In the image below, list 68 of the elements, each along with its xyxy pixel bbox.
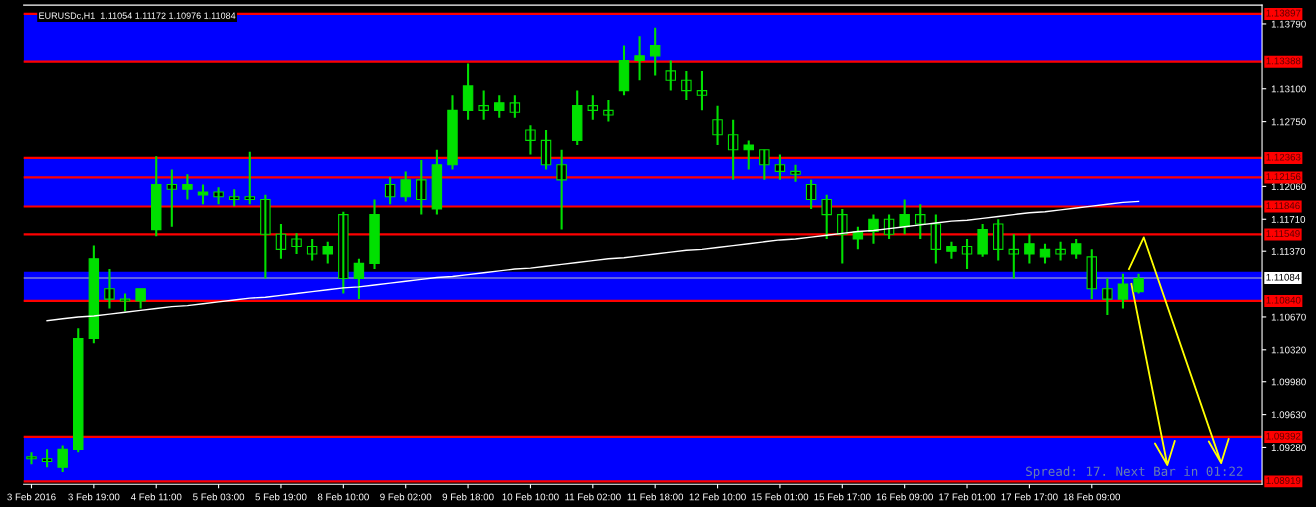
x-tick-label: 10 Feb 10:00 [502, 493, 559, 501]
x-tick-label: 4 Feb 11:00 [130, 493, 182, 501]
candlestick [135, 287, 146, 310]
line-series [46, 200, 1140, 322]
candlestick [587, 94, 599, 121]
x-tick-label: 17 Feb 01:00 [939, 493, 996, 501]
y-tick-label: 1.12750 [1271, 118, 1306, 126]
y-tick-label: 1.09280 [1271, 444, 1306, 452]
x-tick-label: 11 Feb 18:00 [627, 493, 684, 501]
candlestick [1024, 233, 1035, 265]
x-tick-label: 5 Feb 19:00 [255, 493, 307, 501]
x-tick-label: 9 Feb 18:00 [442, 493, 494, 501]
x-tick-label: 15 Feb 01:00 [752, 493, 809, 501]
ref-line-label: 1.11846 [1266, 202, 1300, 210]
y-tick-label: 1.13790 [1271, 20, 1306, 28]
annotation: Spread: 17. Next Bar in 01:22 [1026, 466, 1243, 479]
y-tick-label: 1.09980 [1271, 378, 1306, 386]
y-tick-label: 1.13100 [1271, 85, 1306, 93]
y-tick-label: 1.11710 [1271, 216, 1306, 223]
x-tick-label: 16 Feb 09:00 [876, 493, 933, 501]
candlestick [166, 168, 178, 228]
candlestick [322, 240, 333, 265]
ref-line-label: 1.13388 [1266, 57, 1301, 65]
text: EURUSDc,H1 1.11054 1.11172 1.10976 1.11084 [39, 12, 236, 20]
candlestick [649, 26, 661, 77]
ref-line-label: 1.09392 [1266, 432, 1301, 440]
ref-line-label: 1.12363 [1266, 153, 1301, 161]
candlestick [665, 59, 677, 92]
x-tick-label: 3 Feb 19:00 [68, 493, 120, 501]
x-tick-label: 9 Feb 02:00 [380, 493, 432, 501]
candlestick [104, 268, 115, 310]
x-tick-label: 5 Feb 03:00 [193, 493, 245, 501]
candlestick [197, 183, 209, 206]
y-tick-label: 1.10670 [1271, 313, 1306, 321]
x-tick-label: 12 Feb 10:00 [689, 493, 746, 501]
candlestick [1102, 277, 1113, 317]
x-tick-label: 3 Feb 2016 [7, 493, 56, 501]
candlestick [182, 173, 193, 201]
candlestick [1070, 237, 1082, 260]
y-tick-label: 1.09630 [1271, 411, 1306, 419]
ref-line-label: 1.11549 [1266, 230, 1300, 237]
candlestick [1055, 240, 1066, 262]
candlestick [603, 98, 614, 123]
ref-line-label: 1.12156 [1266, 173, 1301, 180]
candlestick [946, 240, 957, 260]
x-tick-label: 18 Feb 09:00 [1063, 493, 1121, 501]
candlestick [494, 94, 505, 119]
ref-line-label: 1.10840 [1266, 296, 1301, 304]
ref-line-label: 1.13897 [1266, 9, 1301, 17]
candlestick [1008, 233, 1020, 280]
candlestick [244, 150, 256, 206]
y-tick-label: 1.11370 [1271, 247, 1306, 255]
candlestick [213, 186, 224, 206]
candlestick [119, 292, 131, 313]
y-tick-label: 1.12060 [1271, 183, 1306, 191]
candlestick [478, 89, 489, 121]
ref-line-label: 1.11084 [1266, 273, 1300, 281]
x-tick-label: 17 Feb 17:00 [1001, 493, 1058, 501]
candlestick [634, 35, 645, 82]
x-tick-label: 11 Feb 02:00 [565, 493, 621, 501]
y-tick-label: 1.10320 [1271, 346, 1306, 354]
candlestick [291, 232, 302, 256]
ref-line-label: 1.08919 [1266, 477, 1301, 484]
candlestick [525, 124, 536, 156]
candlestick [743, 139, 754, 171]
x-tick-label: 15 Feb 17:00 [814, 493, 871, 501]
candlestick [228, 188, 240, 208]
x-tick-label: 8 Feb 10:00 [317, 493, 369, 501]
